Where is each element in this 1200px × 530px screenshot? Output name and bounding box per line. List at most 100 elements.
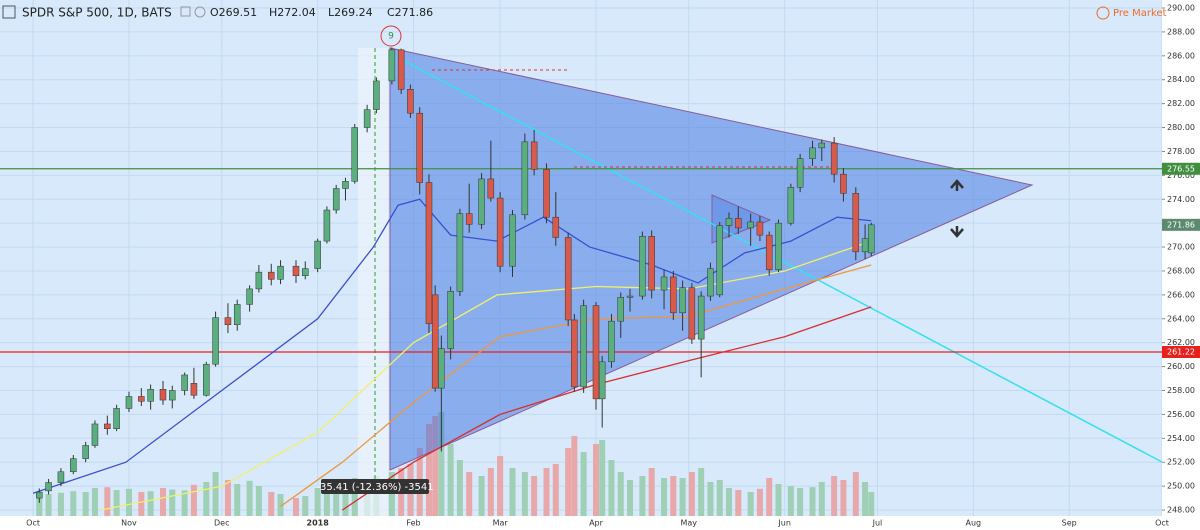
volume-bar	[447, 444, 454, 516]
y-tick-label: 278.00	[1167, 147, 1195, 156]
volume-bar	[735, 490, 742, 516]
volume-bar	[466, 472, 473, 516]
volume-bar	[91, 488, 98, 516]
visibility-icon[interactable]	[194, 6, 206, 18]
x-tick-label: Sep	[1062, 519, 1077, 528]
x-tick-label: May	[681, 519, 698, 528]
candle-body	[125, 396, 133, 409]
volume-bar	[438, 412, 445, 516]
candle-body	[70, 458, 77, 473]
candle-body	[292, 265, 300, 276]
volume-bar	[756, 488, 763, 516]
candle-body	[407, 89, 414, 114]
volume-bar	[787, 486, 794, 516]
volume-bar	[224, 480, 231, 516]
y-tick-label: 252.00	[1167, 458, 1195, 467]
x-tick-label: Oct	[1155, 519, 1169, 528]
volume-bar	[580, 452, 587, 516]
candle-body	[543, 169, 550, 218]
volume-bar	[571, 436, 578, 516]
candle-body	[796, 158, 804, 188]
volume-bar	[432, 416, 439, 516]
x-tick-label: Apr	[589, 519, 604, 528]
volume-bar	[840, 480, 847, 516]
x-tick-label: Jun	[777, 519, 791, 528]
candle-body	[57, 471, 65, 483]
volume-bar	[212, 472, 219, 516]
candle-body	[765, 234, 773, 271]
x-tick-label: Feb	[406, 519, 420, 528]
candle-body	[617, 297, 624, 322]
y-tick-label: 284.00	[1167, 75, 1195, 84]
candle-body	[351, 127, 359, 182]
y-tick-label: 286.00	[1167, 51, 1195, 60]
triangle-drawing	[389, 47, 1034, 471]
measure-label: -35.41 (-12.36%) -3541	[316, 482, 433, 493]
volume-bar	[698, 468, 705, 516]
volume-bar	[670, 476, 677, 516]
candle-body	[36, 491, 43, 499]
candle-body	[830, 142, 838, 175]
volume-bar	[852, 472, 859, 516]
arrow-down	[950, 226, 964, 238]
candle-body	[787, 187, 795, 224]
candle-body	[747, 221, 754, 229]
volume-bar	[323, 486, 330, 516]
candle-body	[246, 288, 253, 305]
candle-body	[660, 276, 668, 291]
session-icon	[1096, 6, 1110, 20]
price-tag	[1162, 346, 1200, 359]
candle-body	[425, 182, 433, 324]
y-tick-label: 250.00	[1167, 482, 1195, 491]
volume-bar	[277, 494, 284, 516]
volume-bar	[169, 489, 176, 516]
volume-bar	[688, 472, 695, 516]
volume-bar	[203, 482, 210, 516]
y-tick-label: 288.00	[1167, 27, 1195, 36]
y-tick-label: 248.00	[1167, 506, 1195, 515]
volume-bar	[497, 456, 504, 516]
ohlc-label: O269.51	[210, 6, 257, 19]
candle-body	[104, 423, 111, 429]
candle-body	[456, 213, 464, 292]
candle-body	[388, 49, 396, 82]
y-tick-label: 258.00	[1167, 386, 1195, 395]
moving-average	[101, 240, 872, 511]
volume-bar	[104, 487, 111, 516]
chart-title: SPDR S&P 500, 1D, BATS	[22, 6, 172, 20]
y-tick-label: 274.00	[1167, 195, 1195, 204]
volume-bar	[531, 476, 538, 516]
peak-marker: 9	[388, 32, 394, 42]
volume-bar	[521, 472, 528, 516]
candle-body	[190, 383, 198, 396]
x-tick-label: Nov	[121, 519, 137, 528]
volume-bar	[268, 492, 275, 516]
volume-bar	[565, 448, 572, 516]
settings-icon[interactable]	[180, 6, 191, 17]
volume-bar	[159, 488, 166, 516]
candle-body	[716, 225, 723, 296]
candle-body	[302, 268, 309, 276]
volume-bar	[82, 492, 89, 516]
y-tick-label: 270.00	[1167, 243, 1195, 252]
candle-body	[45, 482, 52, 492]
volume-bar	[425, 424, 432, 516]
candle-body	[314, 240, 321, 269]
candle-body	[639, 236, 646, 297]
volume-bar	[234, 484, 241, 516]
candle-body	[775, 222, 782, 271]
symbol-icon[interactable]	[2, 5, 16, 19]
candle-body	[373, 80, 380, 110]
candle-body	[465, 213, 473, 225]
volume-bar	[302, 496, 309, 516]
y-tick-label: 266.00	[1167, 290, 1195, 299]
candle-body	[688, 287, 696, 340]
y-tick-label: 254.00	[1167, 434, 1195, 443]
candle-body	[809, 147, 816, 159]
candle-body	[82, 445, 89, 459]
volume-bar	[125, 488, 132, 516]
candle-body	[203, 363, 210, 396]
x-tick-label: 2018	[307, 519, 330, 528]
volume-bar	[593, 444, 600, 516]
